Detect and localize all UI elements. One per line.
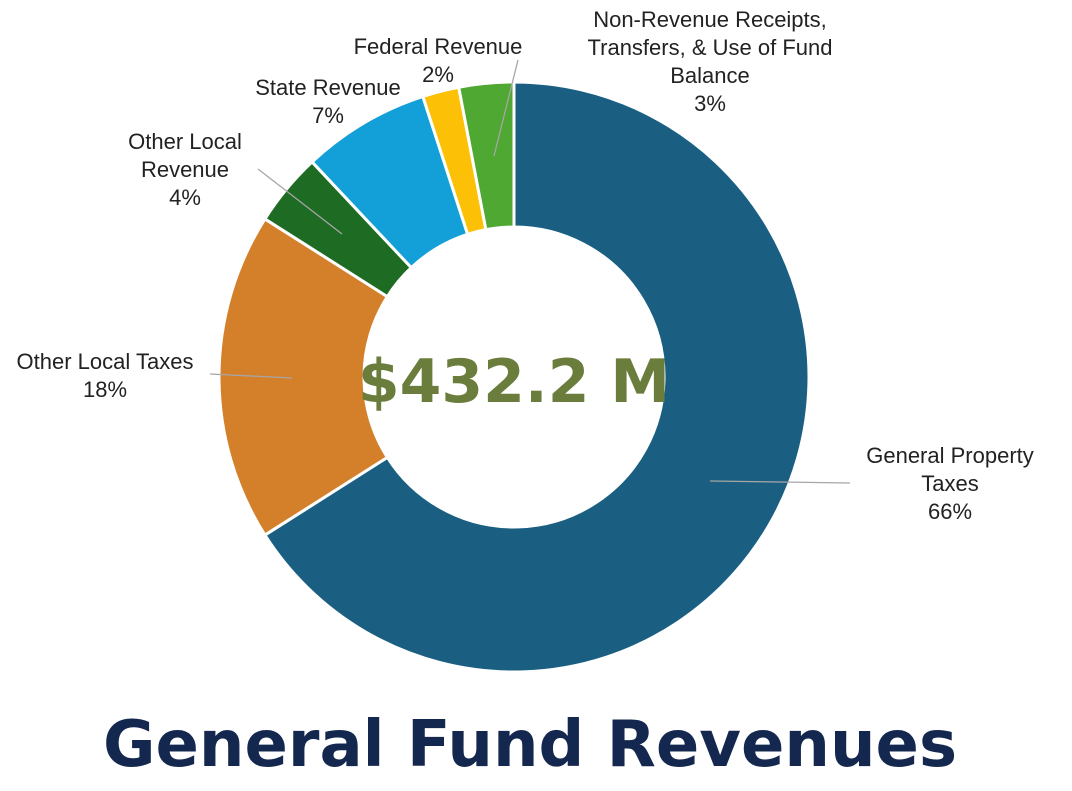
slice-value-label: 66% bbox=[928, 499, 972, 524]
leader-lines bbox=[209, 59, 851, 484]
slice-name-line: State Revenue bbox=[255, 75, 401, 100]
slice-value-label: 2% bbox=[422, 62, 454, 87]
slice-label-federal-revenue: Federal Revenue 2% bbox=[354, 34, 523, 87]
slice-general-property-taxes bbox=[262, 80, 811, 674]
slice-name-line: Other Local bbox=[128, 129, 242, 154]
slice-value-label: 18% bbox=[83, 377, 127, 402]
slice-label-state-revenue: State Revenue 7% bbox=[255, 75, 401, 128]
slice-name-line: Non-Revenue Receipts, bbox=[593, 7, 827, 32]
slice-other-local-taxes bbox=[217, 216, 390, 538]
slice-name-line: Revenue bbox=[141, 157, 229, 182]
center-total-label: $432.2 M bbox=[358, 347, 670, 417]
leader-line-general-property-taxes bbox=[709, 480, 851, 484]
slice-name-line: General Property bbox=[866, 443, 1034, 468]
slice-label-other-local-revenue: Other Local Revenue 4% bbox=[128, 129, 242, 210]
slice-labels: General Property Taxes 66% Other Local Taxe… bbox=[17, 7, 1034, 524]
slice-label-non-revenue-receipts-transfers-use-of-fund-balance: Non-Revenue Receipts, Transfers, & Use of… bbox=[588, 7, 833, 116]
donut-slices bbox=[217, 80, 811, 674]
slice-non-revenue-receipts-transfers-use-of-fund-balance bbox=[456, 80, 516, 232]
slice-name-line: Other Local Taxes bbox=[17, 349, 194, 374]
slice-label-other-local-taxes: Other Local Taxes 18% bbox=[17, 349, 194, 402]
leader-line-other-local-revenue bbox=[257, 168, 343, 235]
slice-value-label: 7% bbox=[312, 103, 344, 128]
slice-label-general-property-taxes: General Property Taxes 66% bbox=[866, 443, 1034, 524]
slice-name-line: Transfers, & Use of Fund bbox=[588, 35, 833, 60]
slice-name-line: Federal Revenue bbox=[354, 34, 523, 59]
chart-title: General Fund Revenues bbox=[103, 708, 957, 782]
slice-value-label: 3% bbox=[694, 91, 726, 116]
slice-name-line: Taxes bbox=[921, 471, 978, 496]
slice-value-label: 4% bbox=[169, 185, 201, 210]
leader-line-non-revenue-receipts-transfers-use-of-fund-balance bbox=[493, 59, 519, 157]
slice-name-line: Balance bbox=[670, 63, 750, 88]
leader-line-other-local-taxes bbox=[209, 373, 293, 379]
